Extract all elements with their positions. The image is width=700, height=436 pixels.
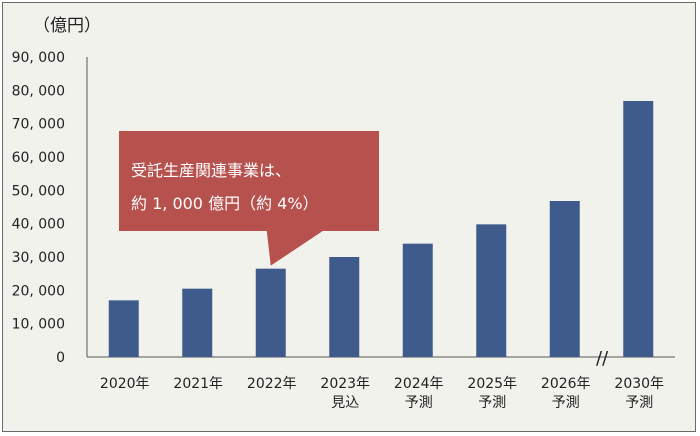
x-category-label: 予測 (478, 395, 506, 411)
x-category-label: 2023年 (320, 376, 370, 392)
bar (108, 300, 139, 357)
x-category-label: 見込 (331, 395, 359, 411)
x-category-label: 予測 (625, 395, 653, 411)
x-category-label: 2020年 (100, 376, 150, 392)
bar (623, 101, 654, 357)
axis-break-mark: // (596, 348, 609, 369)
callout-line-1: 受託生産関連事業は、 (131, 161, 291, 180)
x-category-label: 2024年 (394, 376, 444, 392)
y-tick-label: 50, 000 (12, 183, 65, 199)
x-category-label: 2021年 (173, 376, 223, 392)
unit-label: （億円） (33, 16, 101, 36)
y-tick-label: 70, 000 (12, 117, 65, 133)
annotation-callout: 受託生産関連事業は、 約 1, 000 億円（約 4%） (119, 131, 379, 266)
x-category-label: 2025年 (467, 376, 517, 392)
y-tick-labels: 0 10, 000 20, 000 30, 000 40, 000 50, 000 60, … (12, 50, 65, 366)
callout-line-2: 約 1, 000 億円（約 4%） (131, 194, 319, 213)
x-category-label: 2026年 (541, 376, 591, 392)
callout-box (119, 131, 379, 266)
bars (108, 101, 654, 357)
y-tick-label: 40, 000 (12, 217, 65, 233)
bar (329, 257, 360, 357)
bar-chart: （億円） 0 10, 000 20, 000 30, 000 40, 000 50, 00… (12, 16, 675, 411)
bar (255, 268, 286, 357)
x-category-label: 2022年 (247, 376, 297, 392)
chart-frame: （億円） 0 10, 000 20, 000 30, 000 40, 000 50, 00… (2, 2, 696, 432)
y-tick-label: 80, 000 (12, 83, 65, 99)
bar (476, 224, 507, 357)
y-tick-label: 0 (56, 350, 65, 366)
y-tick-label: 10, 000 (12, 317, 65, 333)
y-tick-label: 30, 000 (12, 250, 65, 266)
y-tick-label: 60, 000 (12, 150, 65, 166)
y-tick-label: 90, 000 (12, 50, 65, 66)
x-category-label: 予測 (552, 395, 580, 411)
bar (182, 288, 213, 357)
bar (402, 243, 433, 357)
y-tick-label: 20, 000 (12, 283, 65, 299)
x-category-label: 2030年 (614, 376, 664, 392)
bar (549, 201, 580, 357)
x-category-label: 予測 (405, 395, 433, 411)
